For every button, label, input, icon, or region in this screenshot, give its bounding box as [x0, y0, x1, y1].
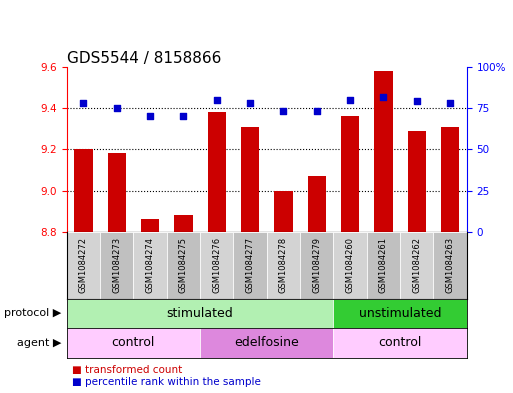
- Point: [179, 113, 187, 119]
- Point: [312, 108, 321, 114]
- Text: unstimulated: unstimulated: [359, 307, 441, 320]
- Point: [446, 100, 454, 106]
- Bar: [67, 232, 100, 299]
- Point: [346, 97, 354, 103]
- Text: GDS5544 / 8158866: GDS5544 / 8158866: [67, 51, 221, 66]
- Bar: [333, 232, 367, 299]
- Point: [112, 105, 121, 111]
- Point: [379, 94, 388, 100]
- Text: GSM1084262: GSM1084262: [412, 237, 421, 293]
- Bar: [333, 328, 467, 358]
- Point: [412, 98, 421, 105]
- Text: GSM1084263: GSM1084263: [446, 237, 455, 293]
- Bar: [308, 176, 326, 232]
- Text: ■ percentile rank within the sample: ■ percentile rank within the sample: [72, 377, 261, 387]
- Text: GSM1084275: GSM1084275: [179, 237, 188, 293]
- Bar: [374, 71, 392, 232]
- Text: GSM1084278: GSM1084278: [279, 237, 288, 293]
- Bar: [441, 127, 459, 232]
- Point: [146, 113, 154, 119]
- Text: edelfosine: edelfosine: [234, 336, 299, 349]
- Bar: [241, 127, 259, 232]
- Bar: [74, 149, 92, 232]
- Point: [212, 97, 221, 103]
- Bar: [108, 153, 126, 232]
- Bar: [341, 116, 359, 232]
- Bar: [208, 112, 226, 232]
- Text: stimulated: stimulated: [167, 307, 233, 320]
- Text: GSM1084274: GSM1084274: [146, 237, 154, 293]
- Point: [79, 100, 87, 106]
- Text: GSM1084272: GSM1084272: [79, 237, 88, 293]
- Bar: [67, 299, 333, 328]
- Bar: [100, 232, 133, 299]
- Text: GSM1084276: GSM1084276: [212, 237, 221, 293]
- Bar: [300, 232, 333, 299]
- Bar: [133, 232, 167, 299]
- Text: agent ▶: agent ▶: [17, 338, 62, 348]
- Text: GSM1084273: GSM1084273: [112, 237, 121, 293]
- Bar: [433, 232, 467, 299]
- Bar: [167, 232, 200, 299]
- Bar: [174, 215, 192, 232]
- Text: GSM1084279: GSM1084279: [312, 237, 321, 293]
- Text: GSM1084261: GSM1084261: [379, 237, 388, 293]
- Bar: [233, 232, 267, 299]
- Text: control: control: [379, 336, 422, 349]
- Bar: [400, 232, 433, 299]
- Text: protocol ▶: protocol ▶: [4, 309, 62, 318]
- Bar: [200, 232, 233, 299]
- Bar: [408, 131, 426, 232]
- Text: GSM1084277: GSM1084277: [246, 237, 254, 293]
- Bar: [141, 220, 159, 232]
- Point: [246, 100, 254, 106]
- Bar: [200, 328, 333, 358]
- Bar: [367, 232, 400, 299]
- Point: [279, 108, 287, 114]
- Bar: [267, 232, 300, 299]
- Bar: [274, 191, 292, 232]
- Bar: [333, 299, 467, 328]
- Text: control: control: [112, 336, 155, 349]
- Text: ■ transformed count: ■ transformed count: [72, 365, 182, 375]
- Bar: [67, 328, 200, 358]
- Text: GSM1084260: GSM1084260: [346, 237, 354, 293]
